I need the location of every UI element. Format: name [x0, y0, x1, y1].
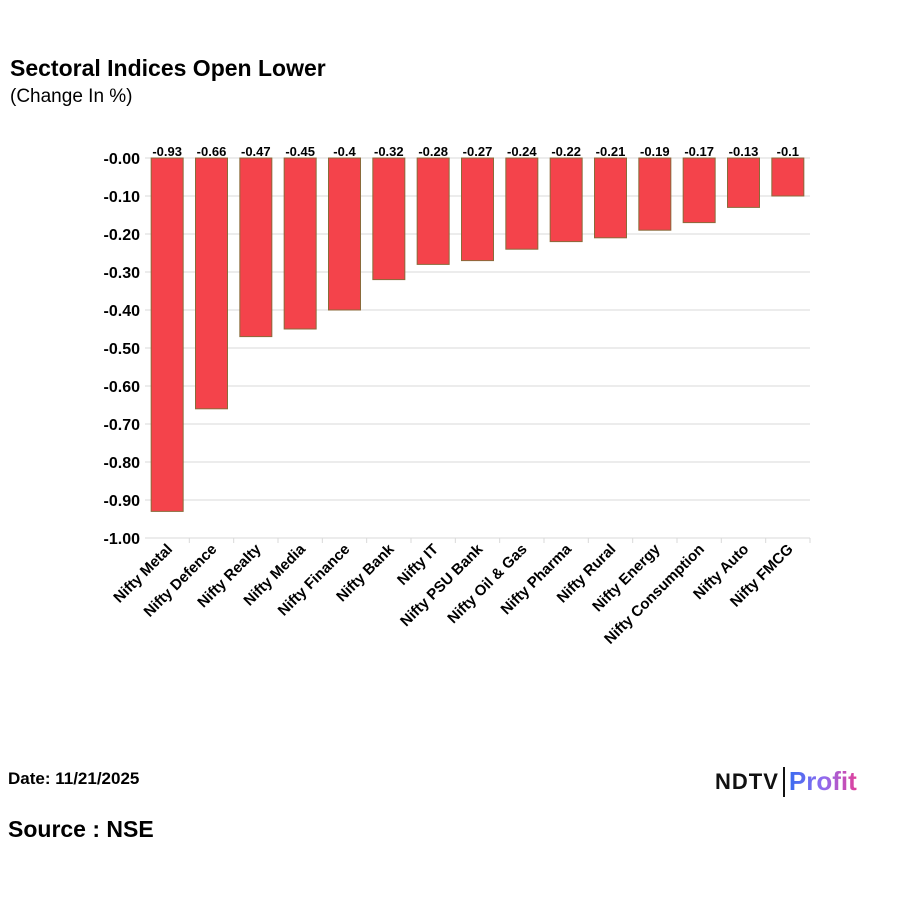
y-tick-label: -0.30 [104, 265, 141, 282]
y-tick-label: -0.60 [104, 379, 141, 396]
data-label: -0.47 [241, 144, 271, 159]
y-tick-label: -0.20 [104, 227, 141, 244]
bar [239, 157, 273, 338]
bar [549, 157, 583, 243]
y-tick-label: -0.40 [104, 303, 141, 320]
chart-subtitle: (Change In %) [10, 86, 133, 107]
bar [727, 157, 760, 208]
data-label: -0.1 [777, 144, 799, 159]
y-tick-label: -0.70 [104, 417, 141, 434]
data-label: -0.24 [507, 144, 537, 159]
bar [283, 157, 317, 330]
data-label: -0.22 [551, 144, 581, 159]
bar [682, 157, 716, 224]
x-tick-label: Nifty Oil & Gas [444, 541, 530, 627]
chart-title: Sectoral Indices Open Lower [10, 55, 326, 81]
bar [328, 157, 361, 311]
y-tick-label: -0.90 [104, 493, 141, 510]
bar [150, 157, 184, 512]
ndtv-profit-logo: NDTV Profit [715, 766, 857, 797]
data-label: -0.21 [596, 144, 626, 159]
bar [195, 157, 228, 410]
y-tick-label: -0.50 [104, 341, 141, 358]
y-tick-label: -0.00 [104, 151, 141, 168]
data-label: -0.28 [418, 144, 448, 159]
data-label: -0.19 [640, 144, 670, 159]
bar [638, 157, 672, 231]
data-label: -0.17 [684, 144, 714, 159]
data-label: -0.45 [285, 144, 315, 159]
y-tick-label: -0.80 [104, 455, 141, 472]
bar [461, 157, 494, 262]
data-label: -0.32 [374, 144, 404, 159]
date-label: Date: 11/21/2025 [8, 769, 140, 788]
bar [416, 157, 450, 265]
bar [771, 157, 805, 197]
bar [505, 157, 539, 250]
bar [594, 157, 627, 239]
data-label: -0.66 [197, 144, 227, 159]
data-label: -0.13 [729, 144, 759, 159]
y-tick-label: -1.00 [104, 531, 141, 548]
data-label: -0.27 [463, 144, 493, 159]
bar [372, 157, 406, 281]
source-label: Source : NSE [8, 816, 154, 842]
data-label: -0.4 [333, 144, 356, 159]
data-label: -0.93 [152, 144, 182, 159]
y-tick-label: -0.10 [104, 189, 141, 206]
